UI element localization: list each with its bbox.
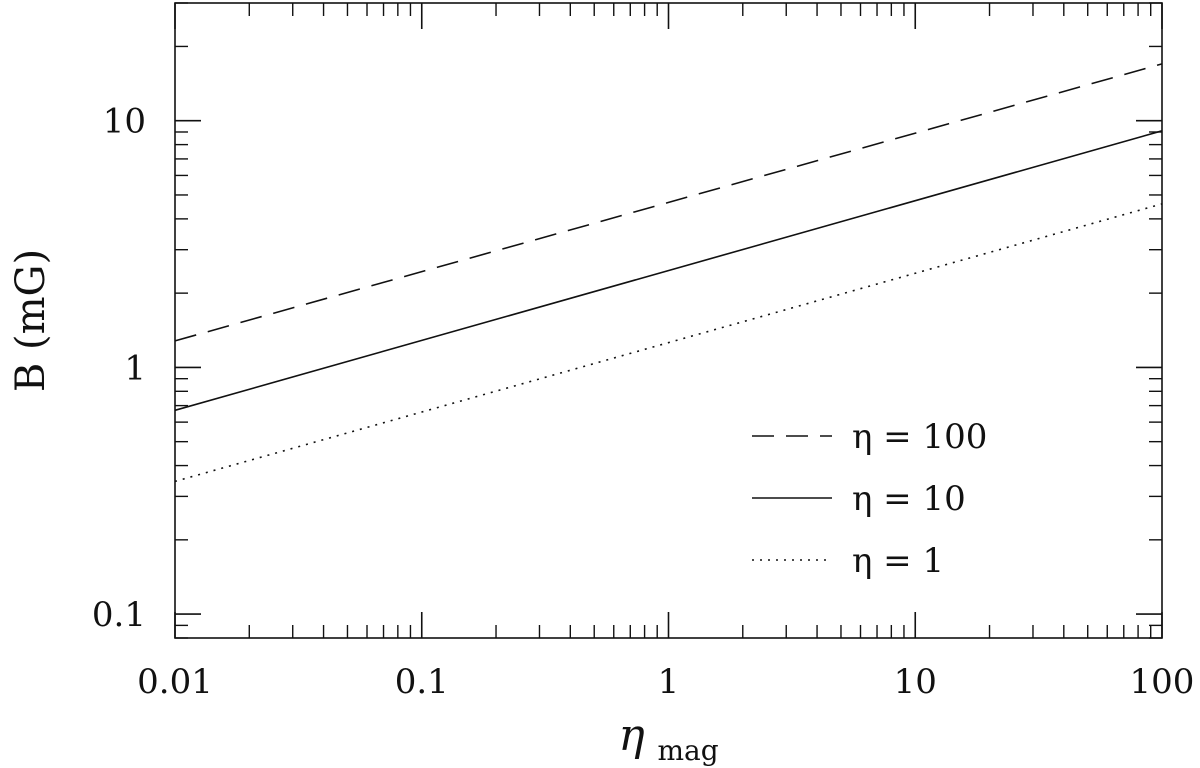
series-line-dashed bbox=[174, 63, 1163, 342]
major-ticks bbox=[174, 3, 1163, 638]
series-line-dotted bbox=[174, 203, 1163, 483]
series-line-solid bbox=[174, 130, 1163, 412]
legend-label: η = 10 bbox=[852, 479, 966, 519]
x-axis-title-subscript: mag bbox=[657, 734, 718, 767]
minor-ticks bbox=[175, 2, 1162, 639]
x-axis-title: η mag bbox=[618, 710, 718, 767]
legend-label: η = 100 bbox=[852, 417, 987, 457]
y-tick-label: 1 bbox=[124, 348, 146, 388]
y-tick-label: 0.1 bbox=[92, 595, 146, 635]
x-tick-label: 10 bbox=[894, 662, 937, 702]
series-layer bbox=[174, 63, 1163, 483]
plot-frame bbox=[174, 2, 1163, 639]
x-tick-label: 0.01 bbox=[137, 662, 213, 702]
x-tick-label: 1 bbox=[658, 662, 680, 702]
y-tick-label: 10 bbox=[103, 102, 146, 142]
tick-labels: 0.01 0.1 1 10 100 0.1 1 10 bbox=[92, 102, 1195, 702]
x-tick-label: 0.1 bbox=[395, 662, 449, 702]
legend-label: η = 1 bbox=[852, 541, 944, 581]
x-tick-label: 100 bbox=[1130, 662, 1195, 702]
x-axis-title-base: η bbox=[618, 710, 644, 761]
legend: η = 100 η = 10 η = 1 bbox=[752, 417, 987, 581]
y-axis-title: B (mG) bbox=[8, 249, 54, 392]
